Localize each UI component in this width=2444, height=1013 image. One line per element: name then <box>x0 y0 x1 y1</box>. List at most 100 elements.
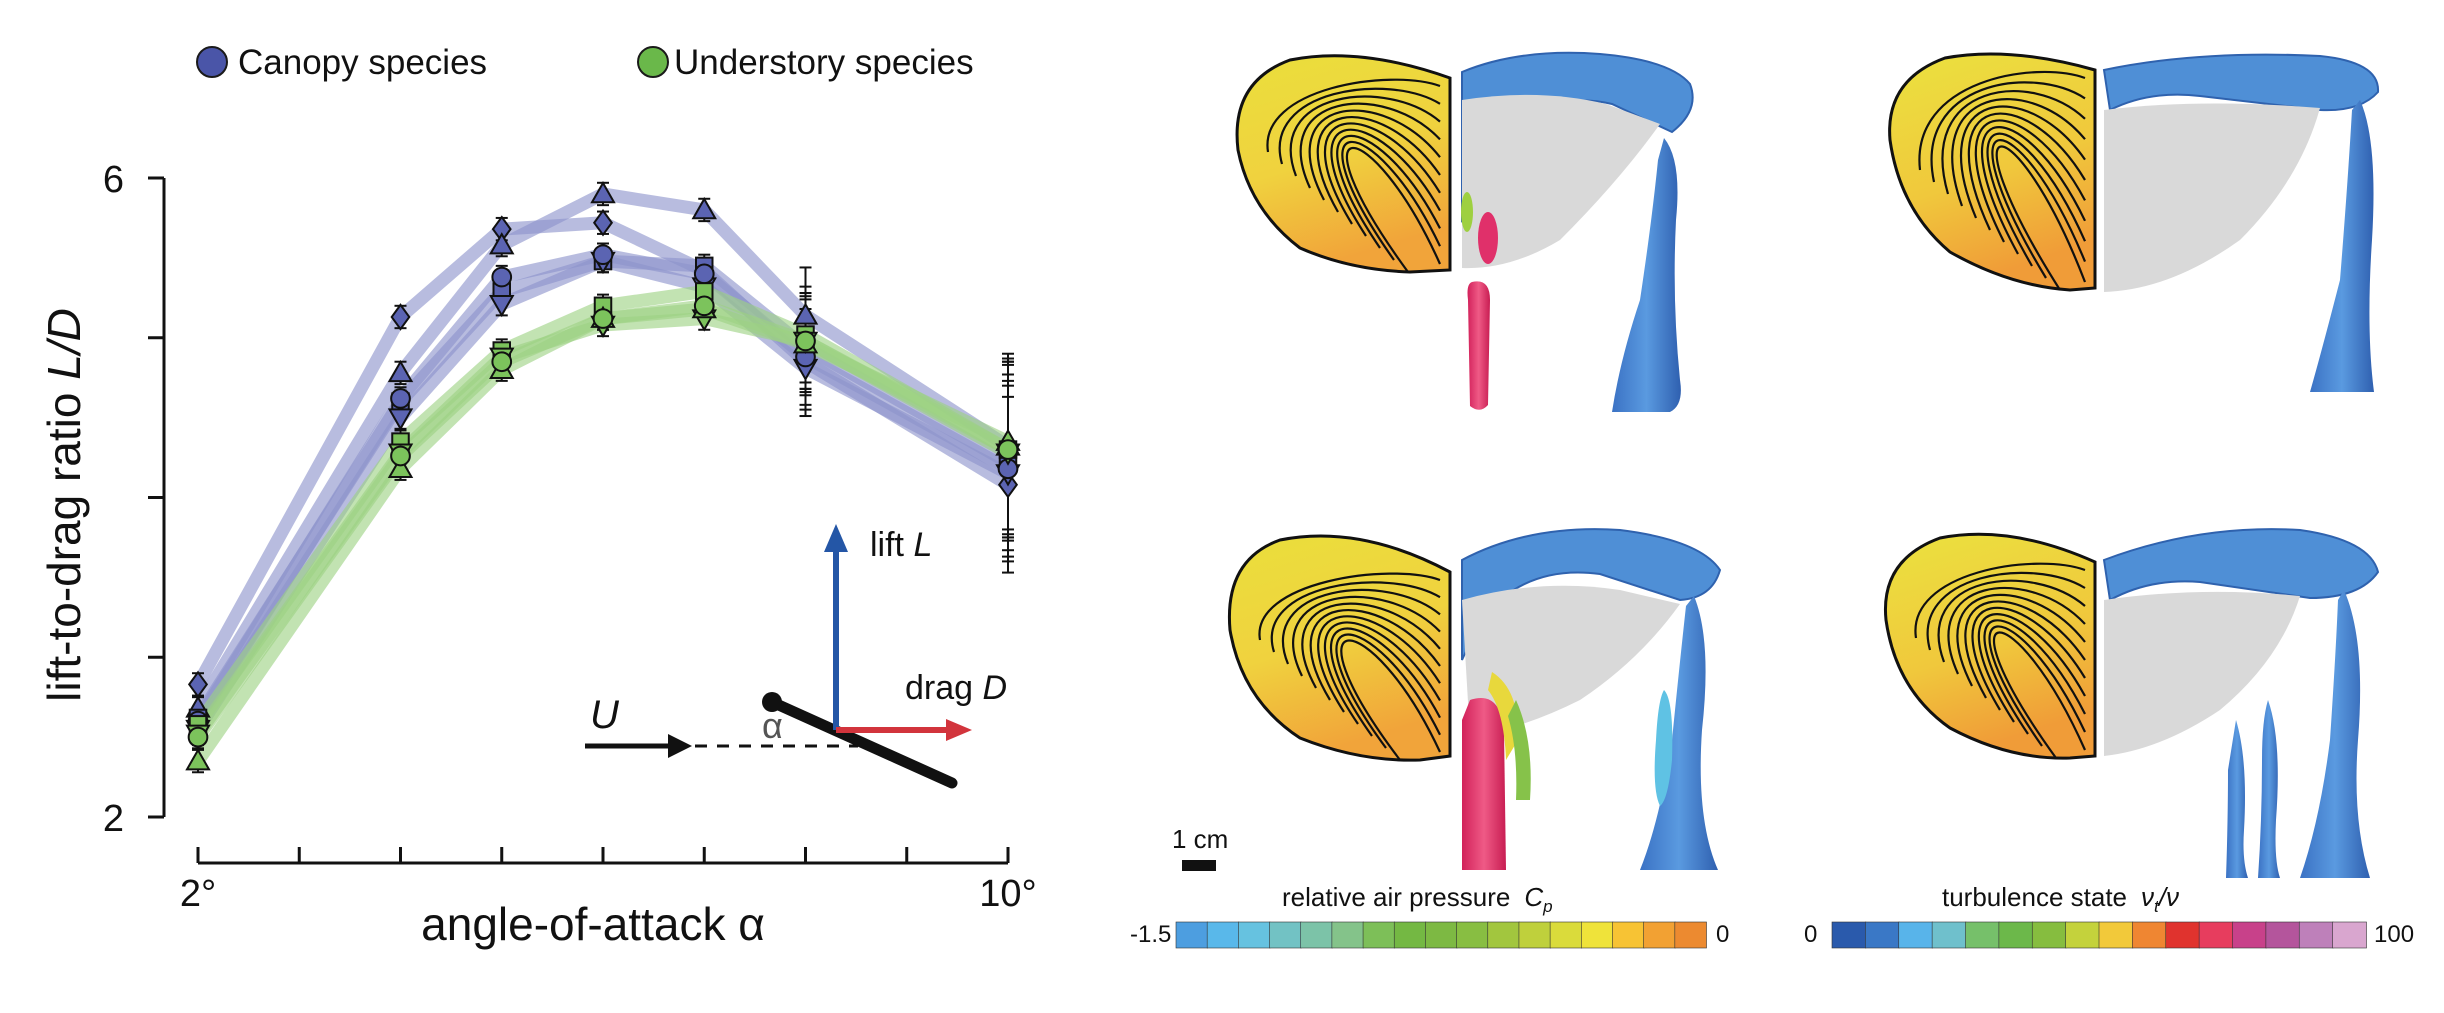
streamline <box>1266 78 1441 153</box>
colorbar-swatch <box>1518 921 1551 949</box>
colorbar-swatch <box>1998 921 2034 949</box>
streamline <box>1258 572 1441 641</box>
streamline <box>1335 633 1441 749</box>
y-tick-label: 2 <box>103 798 124 840</box>
force-diagram-inset: U α lift L drag D <box>585 524 1007 789</box>
data-point-understory <box>592 308 614 329</box>
data-point-understory <box>997 439 1019 460</box>
colorbar-swatch <box>2198 921 2234 949</box>
streamline <box>1977 613 2086 723</box>
streamline <box>1292 595 1441 677</box>
data-point-canopy <box>387 359 414 383</box>
colorbar-swatch <box>1425 921 1458 949</box>
alpha-label: α <box>762 705 783 746</box>
leaf-streamlines <box>1258 572 1441 761</box>
streamline <box>1992 631 2087 759</box>
colorbar-swatch <box>1643 921 1676 949</box>
wake-isosurface-blue <box>2102 528 2380 602</box>
data-point-canopy <box>489 294 515 318</box>
colorbar-swatch <box>2031 921 2067 949</box>
wake-shadow-region <box>2104 591 2300 756</box>
colorbar-pressure: relative air pressure Cp -1.5 0 <box>1130 882 1729 949</box>
legend-label-understory: Understory species <box>674 43 974 82</box>
streamline <box>1341 140 1441 261</box>
colorbar-pressure-swatches <box>1175 921 1707 949</box>
streamline <box>1956 593 2086 687</box>
y-ticks: 26 <box>103 159 164 840</box>
colorbar-swatch <box>2132 921 2167 949</box>
data-point-canopy <box>489 232 515 255</box>
data-point-understory <box>185 748 211 771</box>
scale-bar <box>1182 860 1216 871</box>
simulation-panel-pressure-bottom <box>1227 528 1722 870</box>
streamline <box>1340 639 1441 761</box>
streamline <box>1983 619 2086 735</box>
data-point-canopy <box>390 388 411 409</box>
colorbar-swatch <box>1362 921 1396 949</box>
x-axis-label: angle-of-attack α <box>421 898 765 950</box>
colorbar-swatch <box>1331 921 1364 949</box>
streamline <box>1301 602 1441 689</box>
streamline <box>1345 146 1442 273</box>
colorbar-swatch <box>1674 921 1707 949</box>
velocity-label: U <box>590 693 620 737</box>
streamline <box>1330 128 1441 237</box>
streamline <box>1980 126 2086 255</box>
wake-tube-blue-thin <box>2226 720 2248 878</box>
data-point-canopy <box>590 180 616 204</box>
colorbar-pressure-title: relative air pressure Cp <box>1282 882 1553 916</box>
data-point-understory <box>187 726 209 748</box>
colorbar-swatch <box>1393 921 1427 949</box>
streamline <box>1336 134 1441 249</box>
leaf-streamlines <box>1918 70 2087 291</box>
streamline <box>1967 112 2086 231</box>
x-tick-label: 2° <box>180 873 216 915</box>
data-point-understory <box>795 330 816 352</box>
streamline <box>1986 132 2087 267</box>
wake-blob-green <box>1461 192 1473 232</box>
streamline <box>1324 621 1441 725</box>
x-tick-label: 10° <box>979 873 1036 915</box>
colorbar-pressure-max-label: 0 <box>1716 921 1729 948</box>
lift-arrowhead <box>824 524 848 552</box>
series-markers <box>185 180 1021 771</box>
data-point-canopy <box>491 266 513 288</box>
streamline <box>1309 609 1441 701</box>
legend-marker-canopy <box>196 46 228 78</box>
colorbar-swatch <box>2232 921 2267 949</box>
streamline <box>1914 562 2086 639</box>
colorbar-swatch <box>1831 921 1867 949</box>
streamline <box>1937 579 2086 663</box>
streamline <box>1964 600 2086 699</box>
colorbar-turbulence-min-label: 0 <box>1804 921 1817 948</box>
colorbar-swatch <box>1865 921 1900 949</box>
streamline <box>1988 625 2086 747</box>
colorbar-swatch <box>1612 921 1645 949</box>
colorbar-turbulence-title: turbulence state νt/ν <box>1942 882 2179 916</box>
wake-band-green <box>1508 700 1531 800</box>
wake-tube-blue <box>1612 138 1681 412</box>
legend: Canopy species Understory species <box>196 43 974 82</box>
streamline <box>1316 116 1441 213</box>
streamline <box>1299 102 1441 189</box>
simulation-panel-pressure-top <box>1235 51 1694 412</box>
simulation-panel-turbulence-bottom <box>1883 528 2380 878</box>
leaf-streamlines <box>1914 562 2087 759</box>
y-tick-label: 6 <box>103 159 124 201</box>
data-point-canopy <box>693 263 715 285</box>
wake-shadow-region <box>1462 585 1680 736</box>
colorbar-turbulence: turbulence state νt/ν 0 100 <box>1804 882 2414 949</box>
colorbar-turbulence-max-label: 100 <box>2374 921 2414 948</box>
wake-tube-blue-thin <box>2258 700 2280 878</box>
streamline <box>1926 571 2086 651</box>
colorbar-swatch <box>1898 921 1933 949</box>
colorbar-swatch <box>1206 921 1240 949</box>
leaf-surface <box>1888 52 2097 292</box>
streamline <box>1317 615 1441 713</box>
wake-tube-pink <box>1462 698 1506 870</box>
data-point-canopy <box>792 302 819 325</box>
y-axis-label: lift-to-drag ratio L/D <box>38 308 90 702</box>
streamline <box>1278 87 1441 165</box>
legend-marker-understory <box>637 46 669 78</box>
